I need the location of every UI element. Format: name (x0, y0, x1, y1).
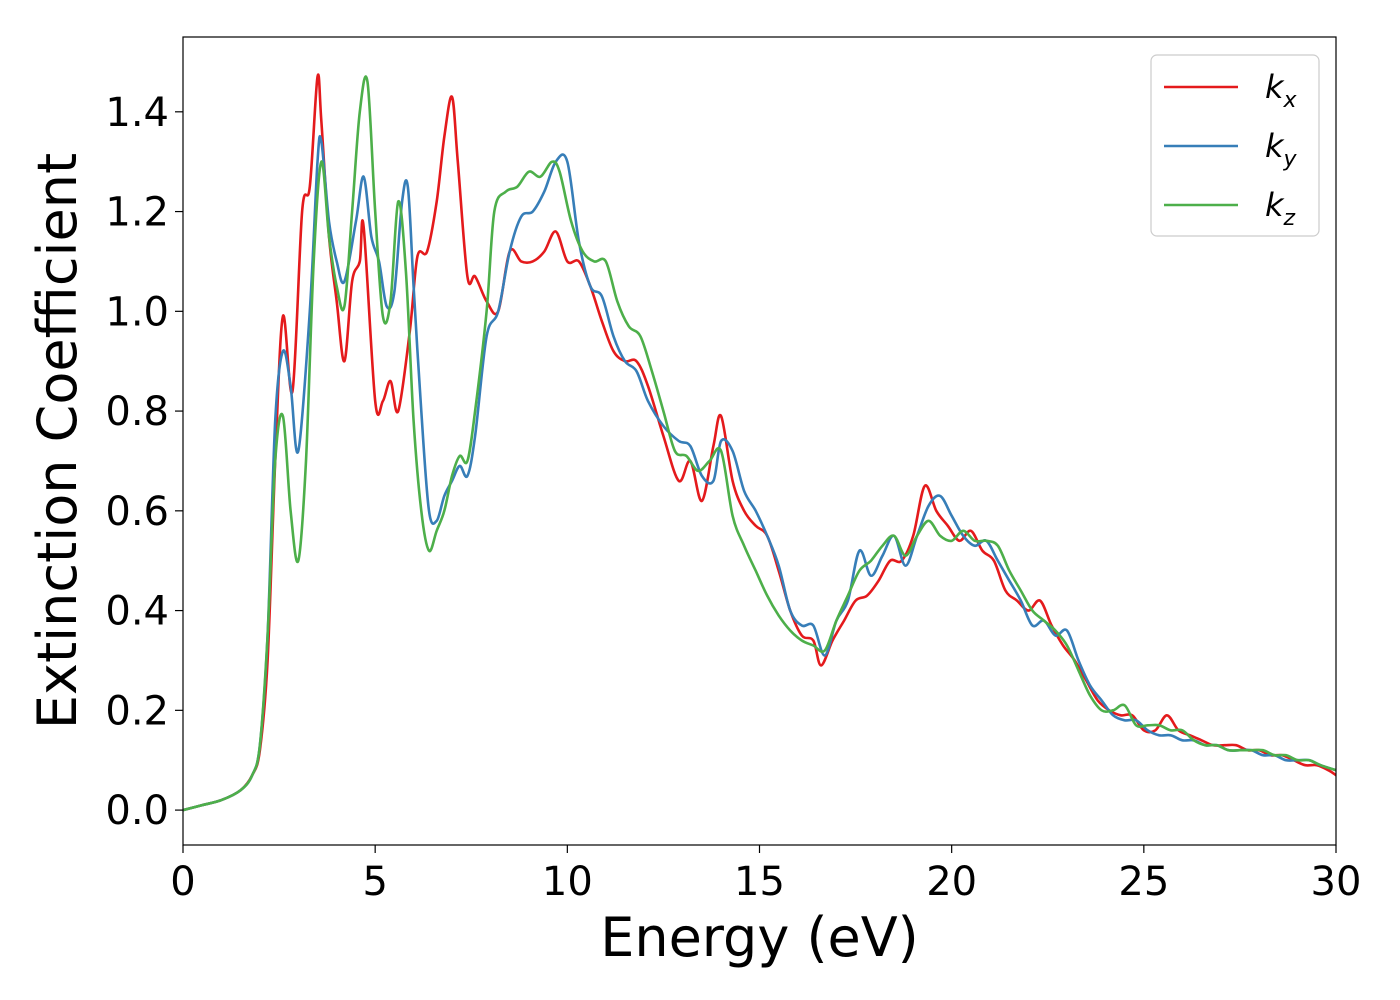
x-axis-label: Energy (eV) (600, 906, 919, 969)
y-axis: 0.0 0.2 0.4 0.6 0.8 1.0 1.2 1.4 (105, 90, 183, 834)
series-line-kx (183, 73, 1336, 812)
y-tick-label: 1.0 (105, 289, 169, 335)
x-tick-label: 0 (170, 859, 195, 905)
x-tick-label: 20 (926, 859, 977, 905)
x-tick-label: 15 (734, 859, 785, 905)
series-layer (183, 73, 1336, 812)
x-tick-label: 5 (362, 859, 387, 905)
x-axis: 0 5 10 15 20 25 30 (170, 845, 1361, 905)
series-line-kz (183, 75, 1336, 812)
x-tick-label: 25 (1118, 859, 1169, 905)
y-tick-label: 0.8 (105, 389, 169, 435)
y-tick-label: 0.6 (105, 489, 169, 535)
y-tick-label: 1.2 (105, 190, 169, 236)
x-tick-label: 30 (1311, 859, 1362, 905)
y-tick-label: 0.2 (105, 688, 169, 734)
legend: kx ky kz (1150, 54, 1320, 237)
y-tick-label: 0.0 (105, 788, 169, 834)
legend-label-kz: kz (1265, 186, 1296, 231)
y-tick-label: 0.4 (105, 589, 169, 635)
series-line-ky (183, 134, 1336, 812)
legend-label-kx: kx (1265, 68, 1298, 113)
x-tick-label: 10 (542, 859, 593, 905)
legend-label-ky: ky (1265, 127, 1298, 172)
y-axis-label: Extinction Coefficient (26, 153, 89, 729)
y-tick-label: 1.4 (105, 90, 169, 136)
